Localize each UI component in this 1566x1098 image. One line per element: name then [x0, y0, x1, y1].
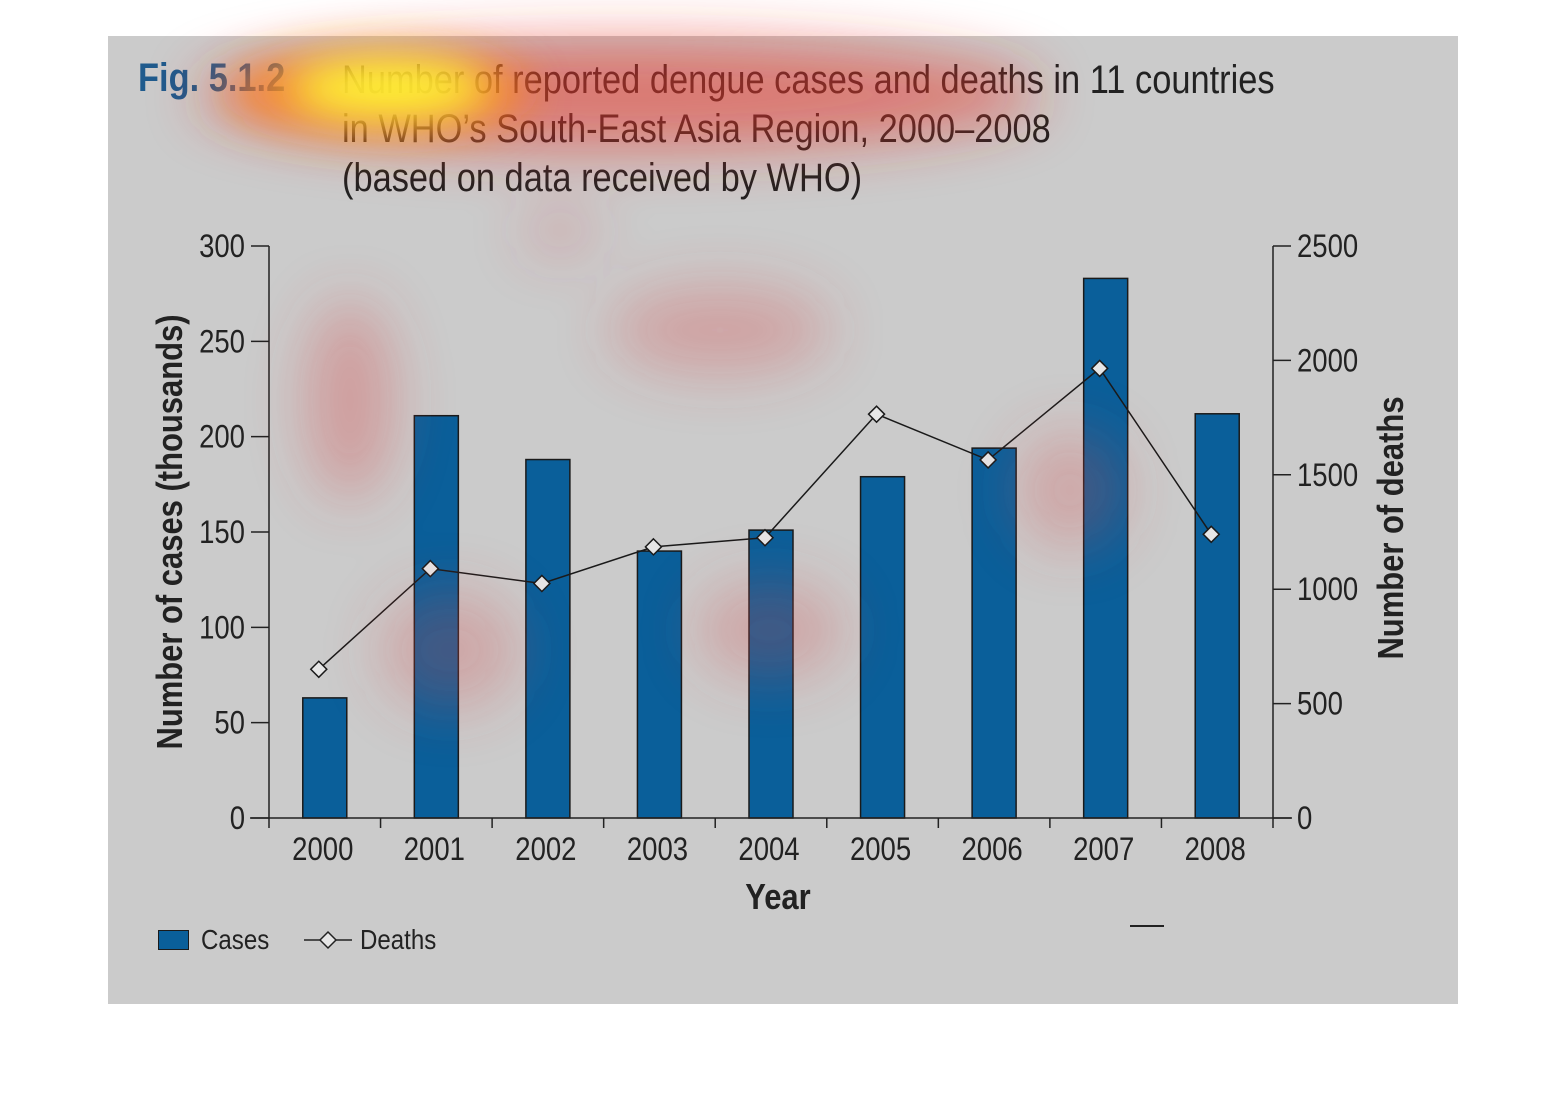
deaths-legend-label: Deaths: [360, 924, 437, 955]
x-axis-title: Year: [745, 878, 810, 918]
left-tick-label: 100: [199, 610, 245, 645]
left-tick-label: 200: [199, 420, 245, 455]
x-tick-label-2007: 2007: [1073, 832, 1134, 867]
case-bar-2001: [413, 414, 460, 819]
case-bars: [302, 277, 1240, 819]
deaths-marker-2007: [1090, 359, 1109, 378]
left-tick-label: 300: [199, 229, 245, 264]
x-tick-label-2002: 2002: [515, 832, 576, 867]
left-tick-label: 250: [199, 324, 245, 359]
right-tick-label: 1500: [1297, 458, 1358, 493]
left-tick-label: 50: [214, 706, 245, 741]
deaths-marker-2003: [644, 537, 663, 556]
left-tick-label: 0: [230, 801, 245, 836]
deaths-marker-2001: [421, 559, 440, 578]
case-bar-2006: [971, 447, 1017, 819]
deaths-series: [309, 359, 1221, 679]
y-axis-title-left: Number of cases (thousands): [151, 314, 191, 749]
y-axis-title-right: Number of deaths: [1372, 396, 1412, 659]
x-tick-label-2008: 2008: [1185, 832, 1246, 867]
stray-dash-mark: [1130, 925, 1164, 927]
case-bar-2004: [748, 529, 794, 819]
case-bar-2008: [1194, 413, 1240, 819]
case-bar-2007: [1082, 277, 1129, 819]
x-tick-label-2001: 2001: [404, 832, 465, 867]
deaths-marker-2002: [532, 574, 551, 593]
cases-legend-label: Cases: [201, 924, 270, 955]
x-tick-label-2005: 2005: [850, 832, 911, 867]
right-tick-label: 2000: [1297, 344, 1358, 379]
right-tick-label: 2500: [1297, 229, 1358, 264]
chart-title-line-3: (based on data received by WHO): [342, 156, 863, 200]
x-tick-label-2004: 2004: [738, 832, 799, 867]
deaths-marker-2000: [309, 660, 328, 679]
case-bar-2002: [525, 458, 571, 819]
deaths-marker-2008: [1202, 525, 1221, 544]
chart-legend: Cases Deaths: [158, 920, 449, 960]
deaths-marker-2006: [979, 450, 998, 469]
deaths-marker-2005: [867, 405, 886, 424]
x-tick-label-2000: 2000: [292, 832, 353, 867]
x-tick-label-2003: 2003: [627, 832, 688, 867]
deaths-marker-2004: [755, 528, 775, 547]
cases-legend-swatch: [158, 930, 189, 950]
case-bar-2003: [636, 550, 683, 819]
right-tick-label: 0: [1297, 801, 1312, 836]
axis-ticks: 0 50 100 150 200 250 300 0 500 1000 1500 2000 2500 20…: [199, 229, 1358, 867]
case-bar-2000: [302, 697, 348, 819]
left-tick-label: 150: [199, 515, 245, 550]
right-tick-label: 1000: [1297, 572, 1358, 607]
deaths-legend-diamond-icon: [304, 930, 353, 950]
right-tick-label: 500: [1297, 687, 1343, 722]
case-bar-2005: [859, 475, 906, 819]
x-tick-label-2006: 2006: [962, 832, 1023, 867]
